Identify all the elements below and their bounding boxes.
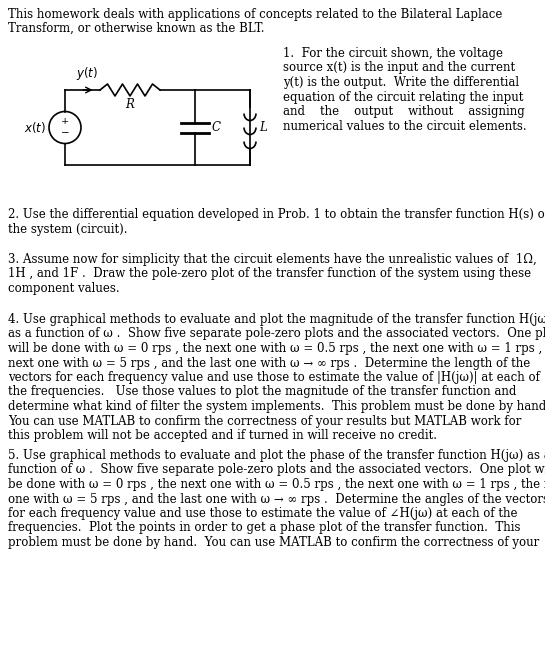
Text: the system (circuit).: the system (circuit). — [8, 222, 128, 236]
Text: $x(t)$: $x(t)$ — [24, 120, 46, 135]
Text: C: C — [212, 121, 221, 134]
Text: 4. Use graphical methods to evaluate and plot the magnitude of the transfer func: 4. Use graphical methods to evaluate and… — [8, 313, 545, 326]
Text: −: − — [60, 129, 69, 138]
Text: $y(t)$: $y(t)$ — [76, 65, 99, 82]
Text: function of ω .  Show five separate pole-zero plots and the associated vectors. : function of ω . Show five separate pole-… — [8, 464, 545, 476]
Text: source x(t) is the input and the current: source x(t) is the input and the current — [283, 62, 515, 75]
Text: This homework deals with applications of concepts related to the Bilateral Lapla: This homework deals with applications of… — [8, 8, 502, 21]
Text: numerical values to the circuit elements.: numerical values to the circuit elements… — [283, 119, 526, 133]
Text: L: L — [259, 121, 267, 134]
Text: as a function of ω .  Show five separate pole-zero plots and the associated vect: as a function of ω . Show five separate … — [8, 327, 545, 340]
Text: 5. Use graphical methods to evaluate and plot the phase of the transfer function: 5. Use graphical methods to evaluate and… — [8, 449, 545, 462]
Text: be done with ω = 0 rps , the next one with ω = 0.5 rps , the next one with ω = 1: be done with ω = 0 rps , the next one wi… — [8, 478, 545, 491]
Text: Transform, or otherwise known as the BLT.: Transform, or otherwise known as the BLT… — [8, 22, 264, 35]
Text: problem must be done by hand.  You can use MATLAB to confirm the correctness of : problem must be done by hand. You can us… — [8, 536, 539, 549]
Text: You can use MATLAB to confirm the correctness of your results but MATLAB work fo: You can use MATLAB to confirm the correc… — [8, 415, 522, 428]
Text: 1.  For the circuit shown, the voltage: 1. For the circuit shown, the voltage — [283, 47, 503, 60]
Text: 2. Use the differential equation developed in Prob. 1 to obtain the transfer fun: 2. Use the differential equation develop… — [8, 208, 545, 221]
Text: this problem will not be accepted and if turned in will receive no credit.: this problem will not be accepted and if… — [8, 429, 437, 442]
Text: will be done with ω = 0 rps , the next one with ω = 0.5 rps , the next one with : will be done with ω = 0 rps , the next o… — [8, 342, 545, 355]
Text: next one with ω = 5 rps , and the last one with ω → ∞ rps .  Determine the lengt: next one with ω = 5 rps , and the last o… — [8, 356, 530, 369]
Text: 1H , and 1F .  Draw the pole-zero plot of the transfer function of the system us: 1H , and 1F . Draw the pole-zero plot of… — [8, 268, 531, 281]
Text: for each frequency value and use those to estimate the value of ∠H(jω) at each o: for each frequency value and use those t… — [8, 507, 518, 520]
Text: R: R — [125, 98, 135, 111]
Text: equation of the circuit relating the input: equation of the circuit relating the inp… — [283, 91, 523, 104]
Text: the frequencies.   Use those values to plot the magnitude of the transfer functi: the frequencies. Use those values to plo… — [8, 386, 516, 398]
Text: vectors for each frequency value and use those to estimate the value of |H(jω)| : vectors for each frequency value and use… — [8, 371, 540, 384]
Text: y(t) is the output.  Write the differential: y(t) is the output. Write the differenti… — [283, 76, 519, 89]
Text: and    the    output    without    assigning: and the output without assigning — [283, 105, 525, 118]
Text: frequencies.  Plot the points in order to get a phase plot of the transfer funct: frequencies. Plot the points in order to… — [8, 522, 520, 535]
Text: 3. Assume now for simplicity that the circuit elements have the unrealistic valu: 3. Assume now for simplicity that the ci… — [8, 253, 537, 266]
Text: +: + — [61, 117, 69, 126]
Text: component values.: component values. — [8, 282, 119, 295]
Text: one with ω = 5 rps , and the last one with ω → ∞ rps .  Determine the angles of : one with ω = 5 rps , and the last one wi… — [8, 493, 545, 506]
Text: determine what kind of filter the system implements.  This problem must be done : determine what kind of filter the system… — [8, 400, 545, 413]
